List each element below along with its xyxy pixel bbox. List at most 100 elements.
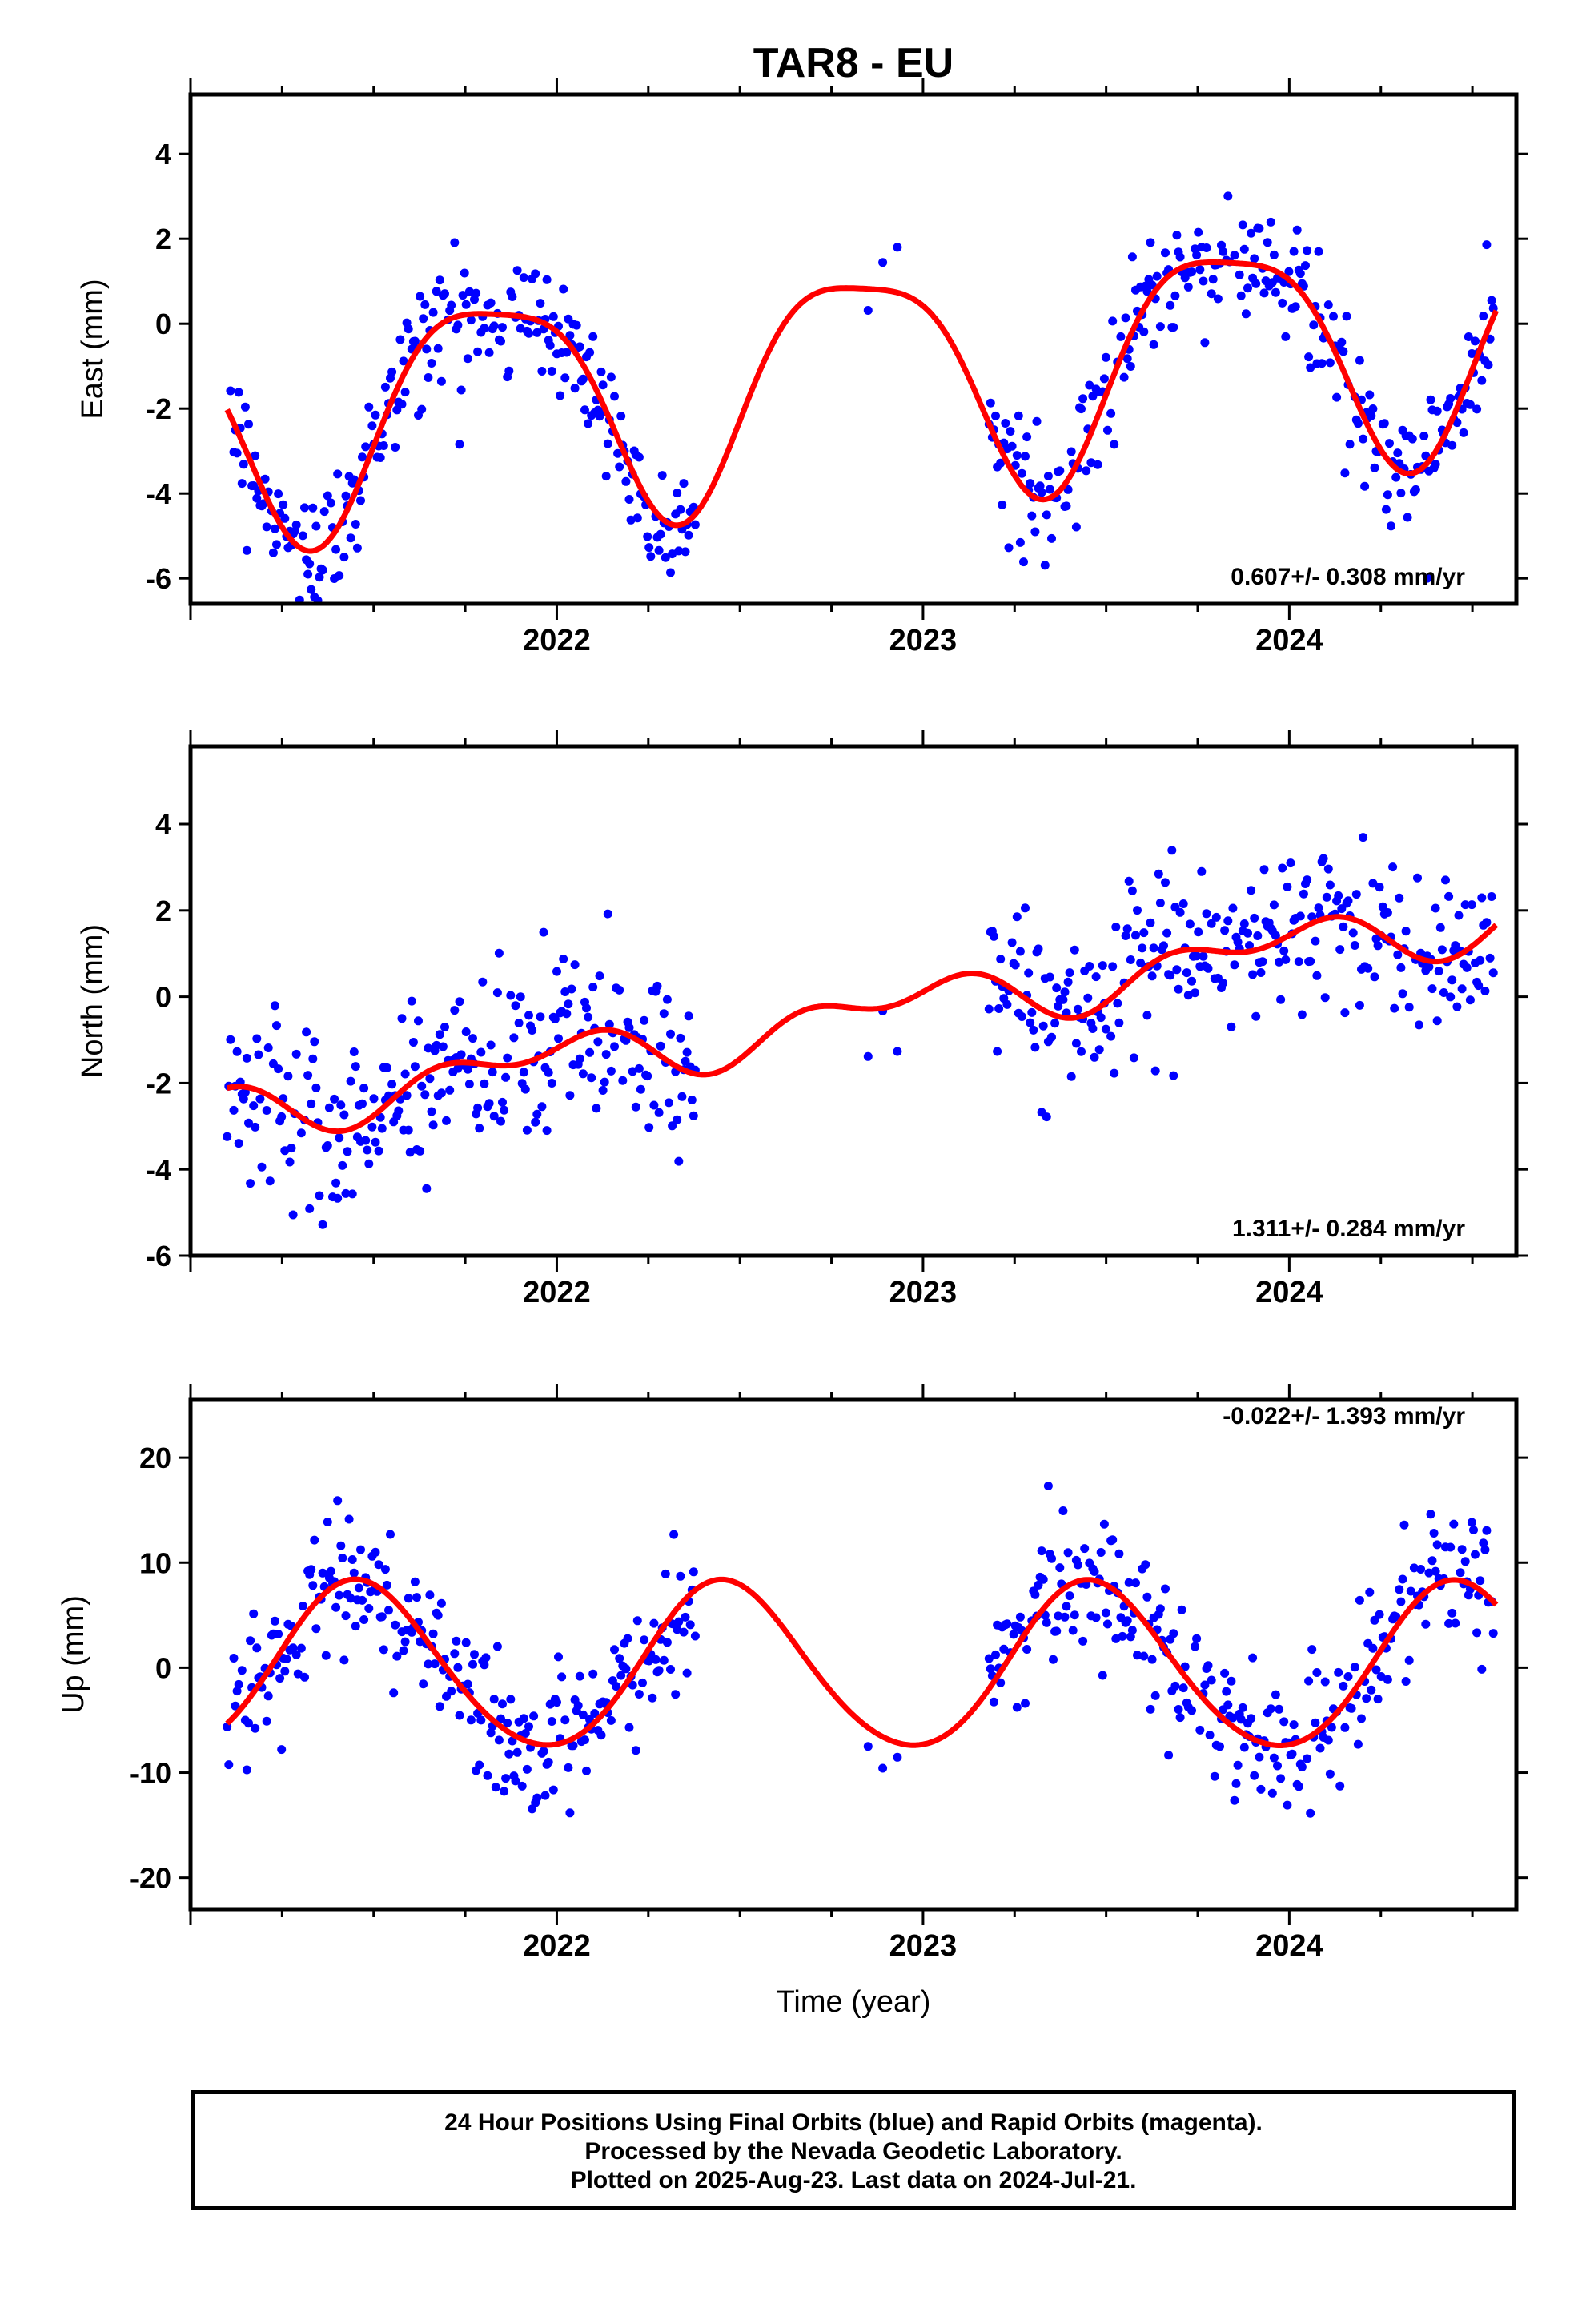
data-point bbox=[601, 472, 611, 481]
data-point bbox=[878, 258, 888, 267]
data-point bbox=[1133, 906, 1142, 915]
data-point bbox=[1424, 1568, 1434, 1578]
data-point bbox=[646, 552, 656, 561]
data-point bbox=[1460, 1557, 1470, 1566]
data-point bbox=[1479, 312, 1488, 321]
data-point bbox=[644, 543, 654, 553]
data-point bbox=[580, 405, 589, 415]
data-point bbox=[491, 1783, 500, 1792]
data-point bbox=[1266, 1704, 1275, 1714]
data-point bbox=[1101, 352, 1110, 362]
data-point bbox=[624, 1723, 634, 1732]
data-point bbox=[1021, 1699, 1030, 1708]
data-point bbox=[528, 1026, 537, 1035]
data-point bbox=[1434, 967, 1443, 976]
data-point bbox=[1129, 1053, 1138, 1063]
data-point bbox=[1022, 1645, 1032, 1654]
data-point bbox=[1146, 918, 1155, 927]
data-point bbox=[1353, 419, 1363, 428]
data-point bbox=[1093, 460, 1102, 469]
data-point bbox=[511, 1001, 520, 1011]
data-point bbox=[1182, 968, 1191, 978]
data-point bbox=[1045, 485, 1054, 494]
data-point bbox=[1398, 989, 1407, 999]
data-point bbox=[382, 1580, 391, 1590]
data-point bbox=[580, 1735, 589, 1745]
data-point bbox=[1126, 955, 1135, 964]
plot-frame bbox=[188, 1397, 1519, 1912]
data-point bbox=[615, 985, 624, 995]
data-point bbox=[1447, 975, 1457, 985]
data-point bbox=[1259, 288, 1269, 298]
data-point bbox=[1170, 1681, 1180, 1691]
data-point bbox=[1099, 374, 1109, 384]
data-point bbox=[1083, 993, 1093, 1003]
y-tick-label: -2 bbox=[146, 392, 171, 425]
data-point bbox=[1101, 1024, 1110, 1034]
data-point bbox=[1484, 360, 1493, 370]
data-point bbox=[498, 1699, 507, 1709]
data-point bbox=[1101, 1608, 1110, 1618]
data-point bbox=[358, 1099, 367, 1108]
data-point bbox=[1108, 316, 1118, 326]
data-point bbox=[1183, 282, 1193, 292]
panel-east: -6 -4 -2 0 2 4 2022 2023 2024 East (mm) 0.607+/- 0… bbox=[76, 78, 1528, 657]
data-point bbox=[1269, 250, 1279, 259]
data-point bbox=[283, 1072, 293, 1081]
data-point bbox=[986, 398, 995, 408]
data-point bbox=[1477, 1664, 1487, 1674]
data-point bbox=[1404, 1003, 1414, 1012]
data-point bbox=[430, 1659, 440, 1669]
data-point bbox=[1017, 1012, 1026, 1021]
data-point bbox=[654, 1666, 664, 1675]
data-point bbox=[524, 1722, 533, 1731]
data-point bbox=[689, 1111, 698, 1120]
data-point bbox=[333, 1496, 343, 1506]
data-point bbox=[1040, 561, 1050, 570]
data-point bbox=[681, 547, 690, 557]
data-point bbox=[1401, 1677, 1411, 1686]
data-point bbox=[1303, 246, 1312, 255]
data-point bbox=[604, 1019, 614, 1029]
data-point bbox=[251, 451, 260, 460]
data-point bbox=[1222, 1687, 1231, 1696]
data-point bbox=[621, 476, 631, 486]
data-point bbox=[1467, 900, 1476, 910]
data-point bbox=[519, 1068, 528, 1077]
data-point bbox=[1284, 267, 1294, 276]
data-point bbox=[1479, 1538, 1488, 1548]
data-point bbox=[351, 1062, 360, 1072]
data-point bbox=[1393, 448, 1403, 458]
data-point bbox=[377, 1612, 387, 1622]
data-point bbox=[400, 388, 410, 397]
data-point bbox=[1164, 1751, 1174, 1760]
data-point bbox=[1406, 1586, 1415, 1596]
data-point bbox=[524, 328, 533, 338]
data-point bbox=[379, 441, 388, 450]
data-point bbox=[1065, 968, 1074, 978]
data-point bbox=[1030, 1590, 1040, 1599]
data-point bbox=[371, 410, 380, 420]
y-axis-label: East (mm) bbox=[76, 279, 110, 419]
data-point bbox=[1238, 1703, 1247, 1712]
data-point bbox=[1203, 1661, 1213, 1671]
data-point bbox=[244, 1719, 253, 1728]
data-point bbox=[308, 503, 318, 513]
data-point bbox=[673, 1115, 682, 1124]
data-point bbox=[291, 1049, 301, 1059]
data-point bbox=[1154, 869, 1163, 879]
data-point bbox=[386, 1530, 395, 1539]
data-point bbox=[1187, 976, 1196, 986]
data-point bbox=[676, 1571, 685, 1581]
data-point bbox=[1066, 447, 1076, 456]
data-point bbox=[463, 1064, 472, 1074]
data-point bbox=[684, 530, 693, 540]
data-point bbox=[1108, 1535, 1118, 1545]
data-point bbox=[1447, 1608, 1457, 1618]
data-point bbox=[229, 1654, 239, 1663]
data-point bbox=[1178, 1683, 1188, 1693]
data-point bbox=[1090, 1567, 1099, 1576]
data-point bbox=[1108, 962, 1118, 971]
data-point bbox=[1124, 876, 1134, 886]
data-point bbox=[435, 1702, 444, 1711]
